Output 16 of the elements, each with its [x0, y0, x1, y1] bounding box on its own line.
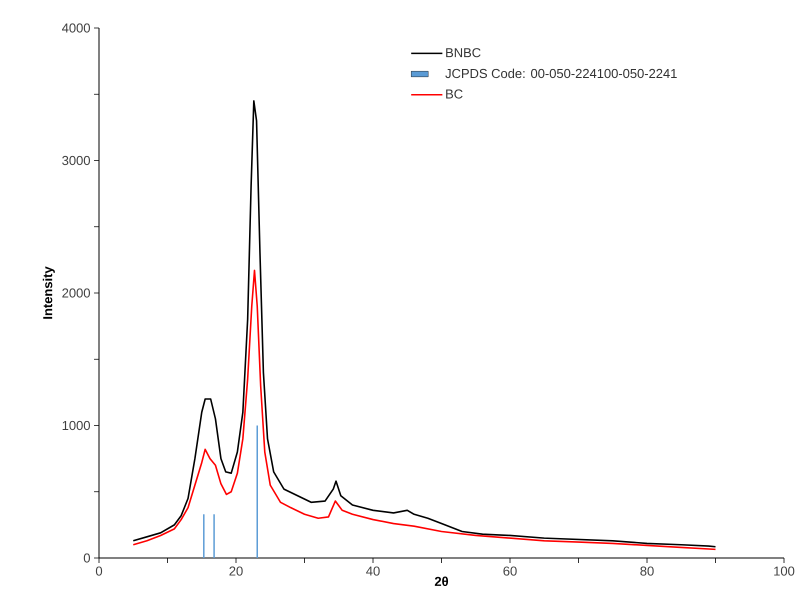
- x-tick-label: 40: [366, 566, 380, 576]
- x-tick-label: 80: [640, 566, 654, 576]
- y-tick-label: 2000: [62, 288, 90, 298]
- legend-label: JCPDS Code: 00-050-224100-050-2241: [445, 68, 677, 78]
- x-tick-label: 100: [774, 566, 794, 576]
- y-tick-label: 0: [84, 553, 90, 563]
- x-tick-label: 60: [503, 566, 517, 576]
- y-tick-label: 4000: [62, 23, 90, 33]
- x-tick-label: 0: [96, 566, 102, 576]
- y-axis-title: Intensity: [42, 266, 55, 319]
- legend-label: BNBC: [446, 48, 481, 58]
- legend-label: BC: [446, 89, 463, 99]
- x-tick-label: 20: [229, 566, 243, 576]
- y-tick-label: 1000: [62, 420, 90, 430]
- x-axis-title: 2θ: [434, 576, 448, 586]
- y-tick-label: 3000: [62, 156, 90, 166]
